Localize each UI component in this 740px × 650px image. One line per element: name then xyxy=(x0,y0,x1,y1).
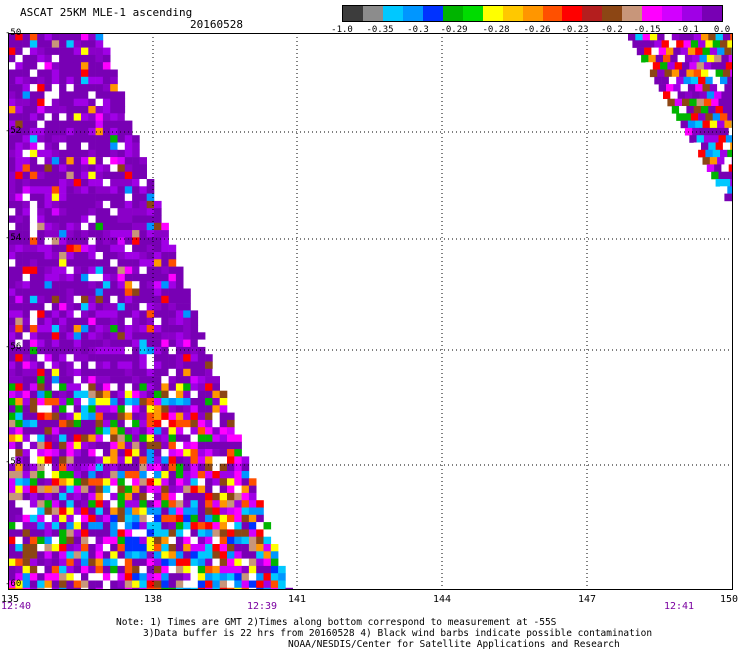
note-line-1: Note: 1) Times are GMT 2)Times along bot… xyxy=(116,617,557,628)
time-label-start: 12:40 xyxy=(0,601,32,612)
color-scale-swatch xyxy=(382,6,403,21)
color-scale-bar xyxy=(342,5,723,22)
color-scale-swatch xyxy=(442,6,463,21)
lon-label-135: 135 xyxy=(0,594,20,605)
color-scale-label: 0.0 xyxy=(713,25,731,35)
lon-label-147: 147 xyxy=(577,594,597,605)
lon-label-141: 141 xyxy=(287,594,307,605)
plot-date: 20160528 xyxy=(190,18,243,31)
color-scale-swatch xyxy=(402,6,423,21)
lat-label-52: -52 xyxy=(5,126,22,136)
color-scale-swatch xyxy=(702,6,723,21)
color-scale-swatch xyxy=(622,6,643,21)
time-label-mid: 12:39 xyxy=(246,601,278,612)
color-scale-swatch xyxy=(542,6,563,21)
lat-label-56: -56 xyxy=(5,342,22,352)
color-scale-label: -0.26 xyxy=(523,25,551,35)
lon-label-144: 144 xyxy=(432,594,452,605)
color-scale-label: -0.35 xyxy=(366,25,394,35)
color-scale-label: -0.29 xyxy=(440,25,468,35)
color-scale-label: -0.3 xyxy=(407,25,429,35)
lat-label-50: -50 xyxy=(5,28,22,38)
swath-map xyxy=(8,33,733,590)
lon-label-138: 138 xyxy=(143,594,163,605)
color-scale-label: -0.28 xyxy=(482,25,510,35)
lat-label-60: -60 xyxy=(5,579,22,589)
color-scale-swatch xyxy=(422,6,443,21)
color-scale-label: -1.0 xyxy=(331,25,353,35)
lat-label-58: -58 xyxy=(5,457,22,467)
color-scale-label: -0.2 xyxy=(601,25,623,35)
color-scale-label: -0.23 xyxy=(561,25,589,35)
color-scale-swatch xyxy=(502,6,523,21)
color-scale-swatch xyxy=(682,6,703,21)
color-scale-label: -0.1 xyxy=(677,25,699,35)
color-scale-swatch xyxy=(522,6,543,21)
lon-label-150: 150 xyxy=(719,594,739,605)
color-scale-swatch xyxy=(343,6,363,21)
time-label-end: 12:41 xyxy=(663,601,695,612)
color-scale-swatch xyxy=(662,6,683,21)
color-scale-swatch xyxy=(602,6,623,21)
lat-label-54: -54 xyxy=(5,233,22,243)
note-line-3: NOAA/NESDIS/Center for Satellite Applica… xyxy=(288,639,620,650)
color-scale-swatch xyxy=(362,6,383,21)
note-line-2: 3)Data buffer is 22 hrs from 20160528 4)… xyxy=(143,628,653,639)
color-scale-swatch xyxy=(562,6,583,21)
color-scale-swatch xyxy=(482,6,503,21)
color-scale-label: -0.15 xyxy=(633,25,661,35)
color-scale-swatch xyxy=(642,6,663,21)
plot-title: ASCAT 25KM MLE-1 ascending xyxy=(20,6,193,19)
color-scale-swatch xyxy=(582,6,603,21)
color-scale-swatch xyxy=(462,6,483,21)
